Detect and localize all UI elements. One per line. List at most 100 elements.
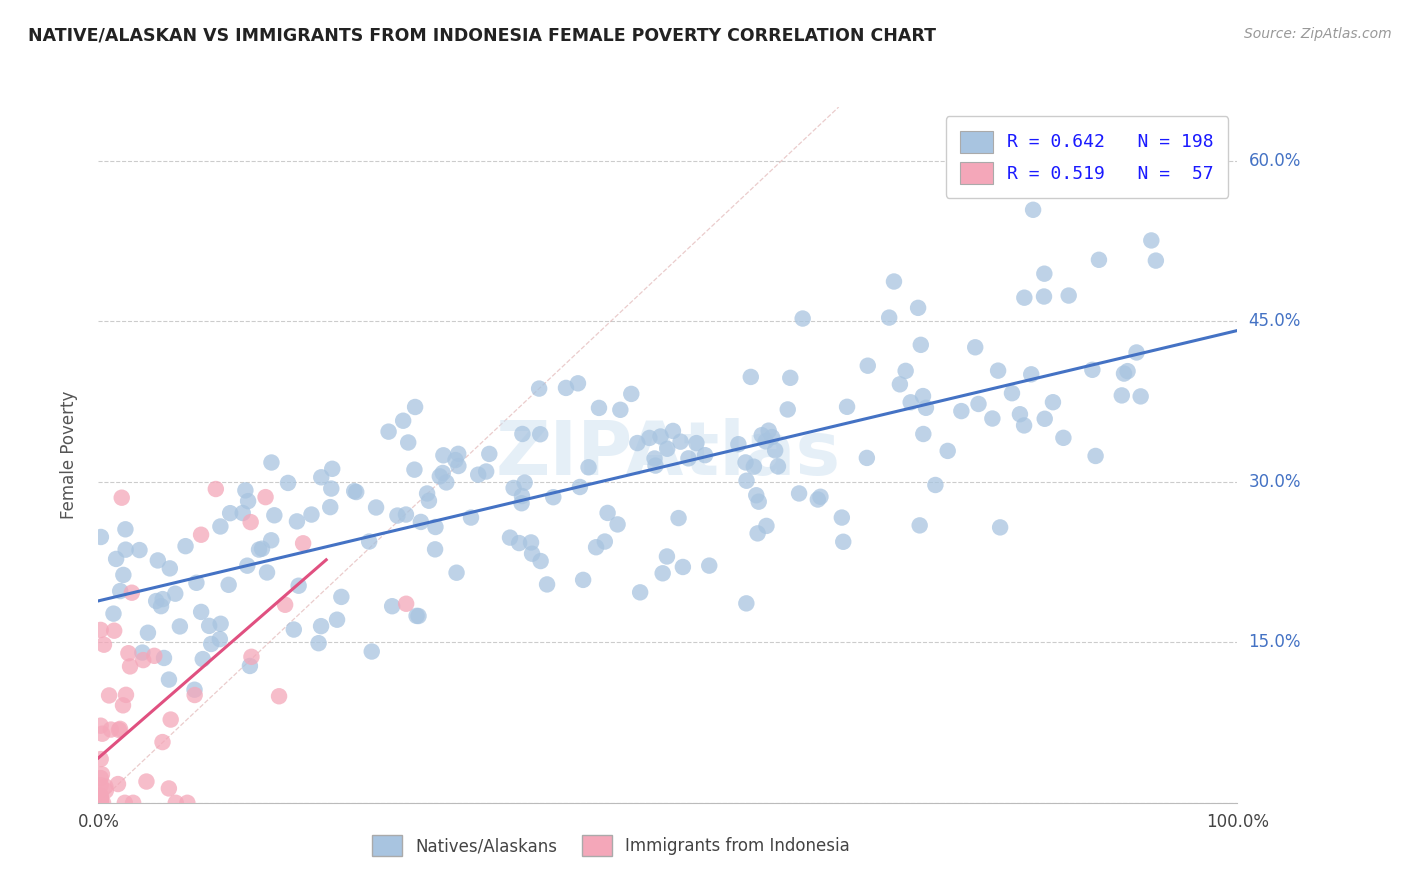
Point bbox=[90, 530, 112, 544]
Text: 30.0%: 30.0% bbox=[1249, 473, 1301, 491]
Point bbox=[218, 578, 240, 592]
Point bbox=[889, 377, 911, 392]
Point bbox=[735, 596, 758, 610]
Point bbox=[626, 436, 648, 450]
Point bbox=[157, 781, 180, 796]
Point bbox=[1033, 411, 1056, 425]
Point bbox=[105, 552, 128, 566]
Point bbox=[90, 771, 112, 785]
Text: ZIPAtlas: ZIPAtlas bbox=[495, 418, 841, 491]
Point bbox=[169, 619, 191, 633]
Text: Source: ZipAtlas.com: Source: ZipAtlas.com bbox=[1244, 27, 1392, 41]
Point bbox=[1144, 253, 1167, 268]
Point bbox=[122, 796, 145, 810]
Point bbox=[114, 542, 136, 557]
Point bbox=[900, 395, 922, 409]
Point bbox=[567, 376, 589, 391]
Point bbox=[981, 411, 1004, 425]
Point bbox=[735, 474, 758, 488]
Point bbox=[1008, 407, 1031, 421]
Point bbox=[159, 713, 181, 727]
Point bbox=[91, 767, 114, 781]
Point bbox=[512, 427, 534, 442]
Point bbox=[787, 486, 810, 500]
Point bbox=[111, 698, 134, 713]
Point bbox=[1022, 202, 1045, 217]
Point bbox=[239, 515, 262, 529]
Point bbox=[115, 688, 138, 702]
Point bbox=[132, 653, 155, 667]
Point bbox=[883, 275, 905, 289]
Point bbox=[191, 652, 214, 666]
Point bbox=[644, 451, 666, 466]
Point bbox=[301, 508, 323, 522]
Point bbox=[1014, 291, 1036, 305]
Point bbox=[655, 549, 678, 564]
Point bbox=[277, 475, 299, 490]
Point bbox=[967, 397, 990, 411]
Text: 45.0%: 45.0% bbox=[1249, 312, 1301, 330]
Point bbox=[364, 500, 387, 515]
Point bbox=[236, 494, 259, 508]
Point bbox=[131, 646, 153, 660]
Point bbox=[174, 539, 197, 553]
Point bbox=[90, 796, 112, 810]
Point bbox=[107, 777, 129, 791]
Point bbox=[377, 425, 399, 439]
Point bbox=[747, 526, 769, 541]
Point bbox=[644, 458, 666, 473]
Point bbox=[387, 508, 409, 523]
Point bbox=[1001, 386, 1024, 401]
Point bbox=[894, 364, 917, 378]
Point bbox=[90, 719, 112, 733]
Point bbox=[90, 789, 112, 804]
Point bbox=[758, 424, 780, 438]
Point bbox=[416, 486, 439, 500]
Point bbox=[911, 389, 934, 403]
Point bbox=[90, 623, 112, 637]
Point bbox=[121, 585, 143, 599]
Point bbox=[90, 796, 112, 810]
Point bbox=[657, 442, 679, 456]
Point bbox=[742, 459, 765, 474]
Y-axis label: Female Poverty: Female Poverty bbox=[59, 391, 77, 519]
Point bbox=[263, 508, 285, 523]
Text: 60.0%: 60.0% bbox=[1249, 152, 1301, 169]
Point bbox=[1129, 389, 1152, 403]
Point bbox=[232, 506, 254, 520]
Point bbox=[254, 490, 277, 504]
Point bbox=[418, 493, 440, 508]
Point bbox=[90, 793, 112, 807]
Point bbox=[159, 561, 181, 575]
Point bbox=[404, 400, 426, 414]
Point bbox=[520, 535, 543, 549]
Point bbox=[274, 598, 297, 612]
Point bbox=[100, 723, 122, 737]
Point bbox=[1052, 431, 1074, 445]
Point bbox=[755, 434, 778, 449]
Point bbox=[527, 382, 550, 396]
Point bbox=[152, 735, 174, 749]
Point bbox=[103, 607, 125, 621]
Point bbox=[536, 577, 558, 591]
Point bbox=[200, 637, 222, 651]
Point bbox=[204, 482, 226, 496]
Point bbox=[432, 466, 454, 480]
Point bbox=[965, 340, 987, 354]
Point bbox=[748, 494, 770, 508]
Point bbox=[425, 520, 447, 534]
Point bbox=[117, 646, 139, 660]
Point bbox=[628, 585, 651, 599]
Point bbox=[112, 568, 135, 582]
Point bbox=[190, 527, 212, 541]
Point bbox=[734, 455, 756, 469]
Point bbox=[423, 542, 446, 557]
Point bbox=[1019, 368, 1042, 382]
Point bbox=[309, 470, 332, 484]
Point bbox=[321, 482, 343, 496]
Point bbox=[90, 796, 112, 810]
Point bbox=[292, 536, 315, 550]
Point bbox=[807, 492, 830, 507]
Point bbox=[408, 609, 430, 624]
Point bbox=[596, 506, 619, 520]
